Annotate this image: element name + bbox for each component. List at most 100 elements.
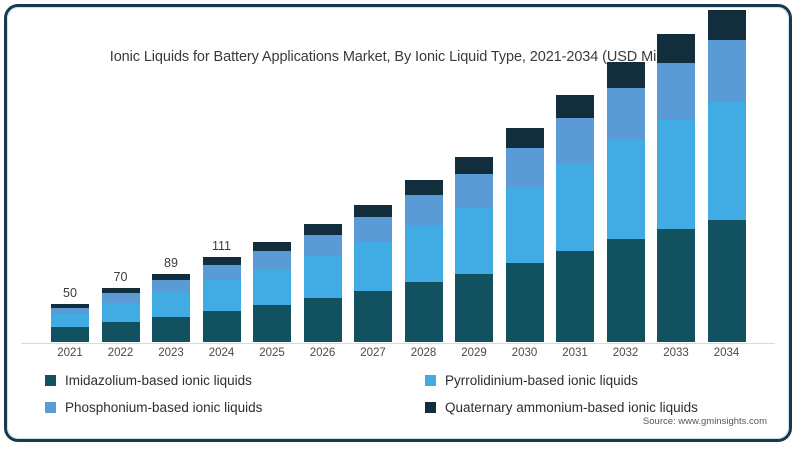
bar-segment [606, 238, 645, 342]
x-axis-tick-label: 2028 [410, 347, 437, 359]
bar-segment [202, 264, 241, 280]
bar-segment [606, 139, 645, 239]
bar-segment [404, 195, 443, 225]
x-axis-tick-label: 2032 [612, 347, 639, 359]
bar-segment [404, 224, 443, 283]
bar-segment [101, 288, 140, 293]
x-axis-tick-label: 2024 [208, 347, 235, 359]
chart-card: Ionic Liquids for Battery Applications M… [4, 4, 792, 442]
bar-segment [556, 117, 594, 164]
bar-segment [455, 273, 493, 342]
bar-segment [606, 87, 645, 140]
bar-segment [657, 119, 695, 229]
bar-segment [152, 273, 190, 280]
bar-segment [354, 217, 392, 243]
chart-legend: Imidazolium-based ionic liquids Pyrrolidi… [45, 373, 759, 423]
stacked-bar [606, 61, 645, 342]
legend-item[interactable]: Pyrrolidinium-based ionic liquids [425, 373, 638, 388]
bar-value-label: 89 [164, 255, 178, 270]
bar-value-label: 70 [113, 270, 128, 285]
x-axis-tick-label: 2025 [259, 347, 285, 359]
bar-segment [556, 94, 594, 118]
legend-swatch-icon [425, 375, 436, 386]
source-attribution: Source: www.gminsights.com [642, 416, 767, 427]
legend-label: Phosphonium-based ionic liquids [65, 400, 263, 415]
bar-segment [152, 279, 190, 293]
bar-group [606, 61, 645, 342]
bar-segment [707, 102, 746, 220]
bar-segment [303, 298, 342, 342]
bar-group [354, 204, 392, 342]
stacked-bar [707, 9, 746, 342]
bar-group [505, 127, 544, 342]
legend-label: Imidazolium-based ionic liquids [65, 373, 252, 388]
bar-segment [152, 292, 190, 317]
legend-label: Quaternary ammonium-based ionic liquids [445, 400, 698, 415]
bar-group: 70 [101, 270, 140, 342]
legend-item[interactable]: Quaternary ammonium-based ionic liquids [425, 400, 698, 415]
bar-segment [505, 147, 544, 188]
bar-segment [253, 241, 291, 251]
legend-item[interactable]: Imidazolium-based ionic liquids [45, 373, 252, 388]
plot-area: 50 70 89 111 [37, 9, 777, 342]
stacked-bar: 50 [51, 286, 89, 342]
legend-swatch-icon [425, 402, 436, 413]
bar-group [707, 9, 746, 342]
bar-segment [455, 156, 493, 174]
legend-item[interactable]: Phosphonium-based ionic liquids [45, 400, 262, 415]
stacked-bar: 111 [202, 239, 241, 342]
bar-segment [657, 62, 695, 120]
bar-value-label: 111 [211, 239, 232, 254]
bar-segment [707, 219, 746, 342]
stacked-bar [253, 241, 291, 342]
bar-segment [51, 307, 89, 315]
bar-segment [657, 34, 695, 63]
bar-group: 89 [152, 256, 190, 342]
bar-group: 111 [202, 239, 241, 342]
bar-segment [202, 257, 241, 265]
bar-segment [253, 305, 291, 342]
legend-label: Pyrrolidinium-based ionic liquids [445, 373, 638, 388]
bar-segment [303, 256, 342, 299]
bar-segment [556, 250, 594, 342]
bar-segment [101, 302, 140, 323]
bar-segment [707, 9, 746, 41]
bar-value-label: 50 [63, 285, 77, 300]
bar-segment [152, 316, 190, 342]
stacked-bar: 89 [152, 256, 190, 342]
stacked-bar [455, 156, 493, 342]
x-axis-tick-label: 2033 [663, 347, 689, 359]
bar-segment [101, 293, 140, 303]
stacked-bar [505, 127, 544, 342]
legend-swatch-icon [45, 375, 56, 386]
bar-segment [707, 40, 746, 103]
x-axis-tick-label: 2034 [713, 347, 740, 359]
bar-segment [51, 327, 89, 342]
bar-segment [404, 282, 443, 342]
bar-group [303, 224, 342, 342]
bar-segment [455, 173, 493, 209]
bar-segment [253, 269, 291, 306]
bar-group: 50 [51, 286, 89, 342]
bar-group [556, 94, 594, 342]
x-axis-tick-label: 2026 [309, 347, 336, 359]
bar-segment [51, 314, 89, 328]
bar-segment [202, 310, 241, 342]
bar-segment [51, 303, 89, 308]
bar-group [404, 180, 443, 342]
x-axis-tick-label: 2022 [107, 347, 134, 359]
stacked-bar [657, 34, 695, 342]
bar-segment [101, 322, 140, 342]
x-axis-tick-label: 2031 [562, 347, 588, 359]
bar-segment [202, 279, 241, 311]
bar-segment [657, 228, 695, 342]
stacked-bar [556, 94, 594, 342]
bar-segment [606, 61, 645, 88]
bar-segment [505, 263, 544, 342]
stacked-bar: 70 [101, 270, 140, 342]
bar-segment [354, 291, 392, 342]
x-axis-tick-label: 2030 [511, 347, 538, 359]
x-axis-tick-label: 2027 [360, 347, 386, 359]
chart-title: Ionic Liquids for Battery Applications M… [109, 49, 687, 65]
bar-segment [556, 163, 594, 251]
